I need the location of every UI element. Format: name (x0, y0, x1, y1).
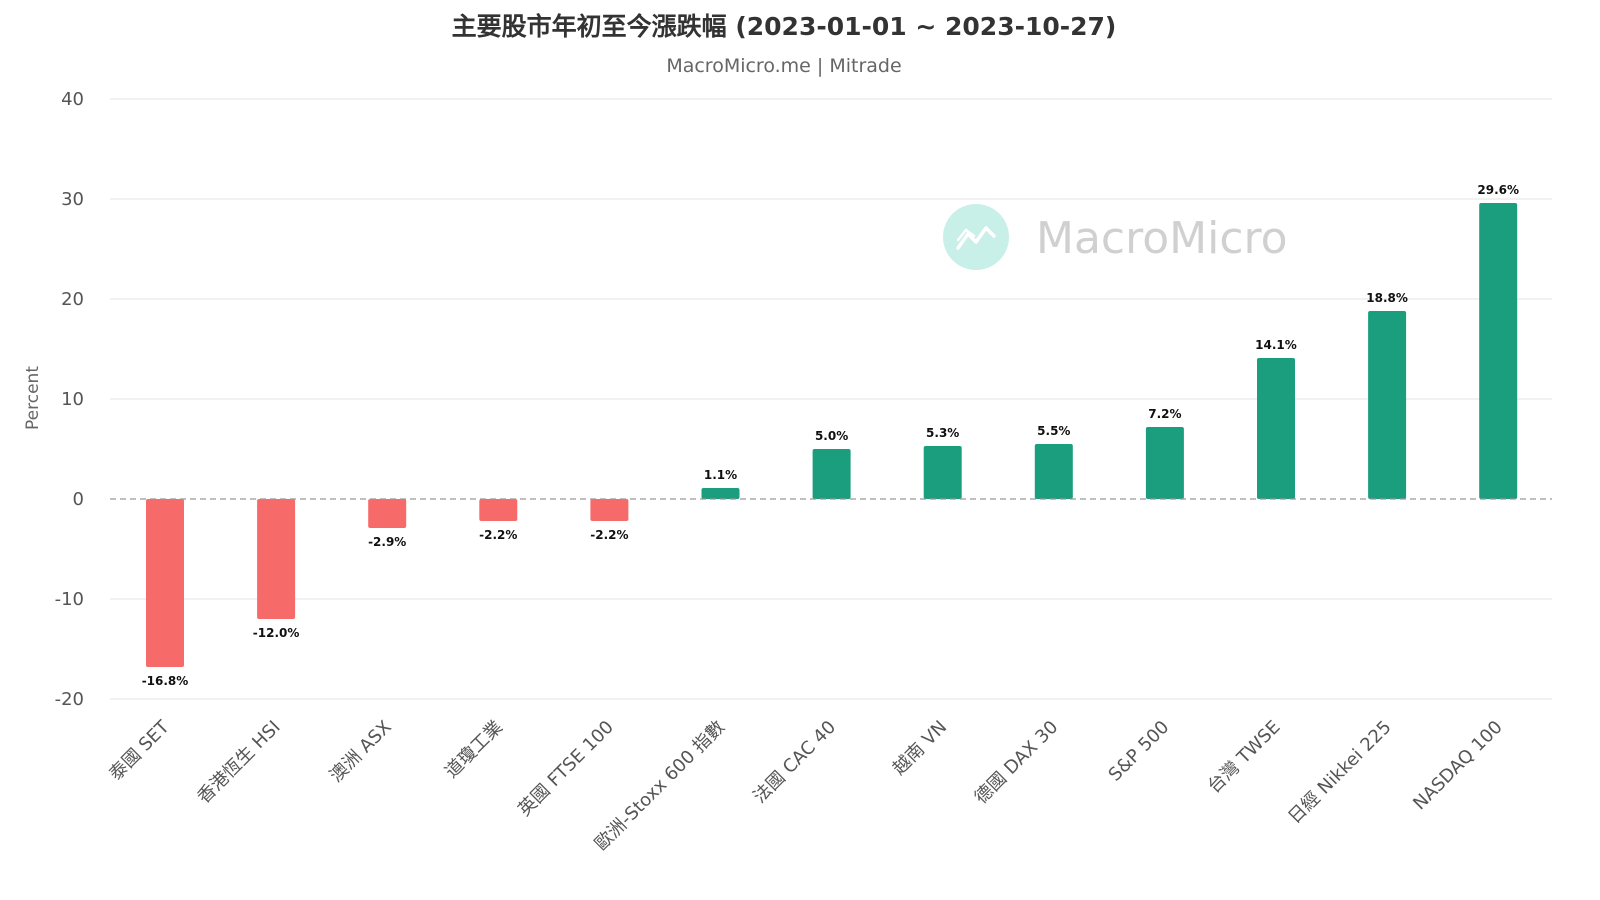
y-tick-label: 40 (61, 89, 84, 110)
bar-7[interactable] (923, 446, 962, 499)
data-label: 5.0% (815, 429, 848, 443)
data-label: 7.2% (1148, 407, 1181, 421)
watermark-text: MacroMicro (1036, 213, 1288, 264)
x-tick-label: 德國 DAX 30 (971, 717, 1063, 809)
bar-11[interactable] (1368, 311, 1407, 499)
bar-6[interactable] (812, 449, 851, 499)
grid-lines (110, 98, 1552, 700)
bar-4[interactable] (590, 499, 629, 521)
x-tick-label: 法國 CAC 40 (749, 717, 840, 808)
bar-8[interactable] (1034, 444, 1073, 499)
bar-0[interactable] (146, 499, 184, 667)
chart-title: 主要股市年初至今漲跌幅 (2023-01-01 ~ 2023-10-27) (452, 12, 1117, 41)
data-label: -12.0% (253, 626, 300, 640)
x-tick-label: S&P 500 (1105, 717, 1174, 786)
data-label: 5.5% (1037, 424, 1070, 438)
x-tick-label: 香港恆生 HSI (193, 717, 284, 808)
y-tick-label: 20 (61, 289, 84, 310)
data-label: 14.1% (1255, 338, 1297, 352)
y-axis-title: Percent (23, 366, 43, 430)
y-axis-ticks: 40 30 20 10 0 -10 -20 (55, 89, 84, 710)
y-tick-label: -20 (55, 689, 84, 710)
bar-2[interactable] (368, 499, 407, 528)
x-tick-label: NASDAQ 100 (1409, 717, 1507, 815)
data-label: 1.1% (704, 468, 737, 482)
y-tick-label: 30 (61, 189, 84, 210)
data-label: 5.3% (926, 426, 959, 440)
x-tick-label: 台灣 TWSE (1204, 717, 1285, 798)
bar-3[interactable] (479, 499, 518, 521)
data-labels: -16.8% -12.0% -2.9% -2.2% -2.2% 1.1% 5.0% 5.3% 5… (142, 183, 1519, 688)
data-label: -2.2% (479, 528, 517, 542)
bar-9[interactable] (1145, 427, 1184, 499)
bar-1[interactable] (257, 499, 296, 619)
watermark: MacroMicro (943, 204, 1288, 270)
x-tick-label: 英國 FTSE 100 (514, 717, 618, 821)
data-label: -2.2% (590, 528, 628, 542)
data-label: -16.8% (142, 674, 189, 688)
bars (146, 203, 1518, 667)
data-label: 18.8% (1366, 291, 1408, 305)
x-axis-ticks: 泰國 SET 香港恆生 HSI 澳洲 ASX 道瓊工業 英國 FTSE 100歐洲-St… (105, 716, 1506, 855)
macromicro-logo-icon (943, 204, 1009, 270)
y-tick-label: 10 (61, 389, 84, 410)
x-tick-label: 越南 VN (889, 717, 952, 780)
x-tick-label: 泰國 SET (105, 716, 174, 785)
chart-subtitle: MacroMicro.me | Mitrade (666, 55, 901, 77)
bar-5[interactable] (701, 488, 740, 499)
data-label: 29.6% (1477, 183, 1519, 197)
bar-12[interactable] (1479, 203, 1518, 499)
data-label: -2.9% (368, 535, 406, 549)
x-tick-label: 澳洲 ASX (326, 717, 396, 787)
bar-10[interactable] (1257, 358, 1295, 499)
x-tick-label: 道瓊工業 (441, 717, 507, 783)
x-tick-label: 日經 Nikkei 225 (1284, 717, 1395, 828)
y-tick-label: 0 (73, 489, 84, 510)
y-tick-label: -10 (55, 589, 84, 610)
